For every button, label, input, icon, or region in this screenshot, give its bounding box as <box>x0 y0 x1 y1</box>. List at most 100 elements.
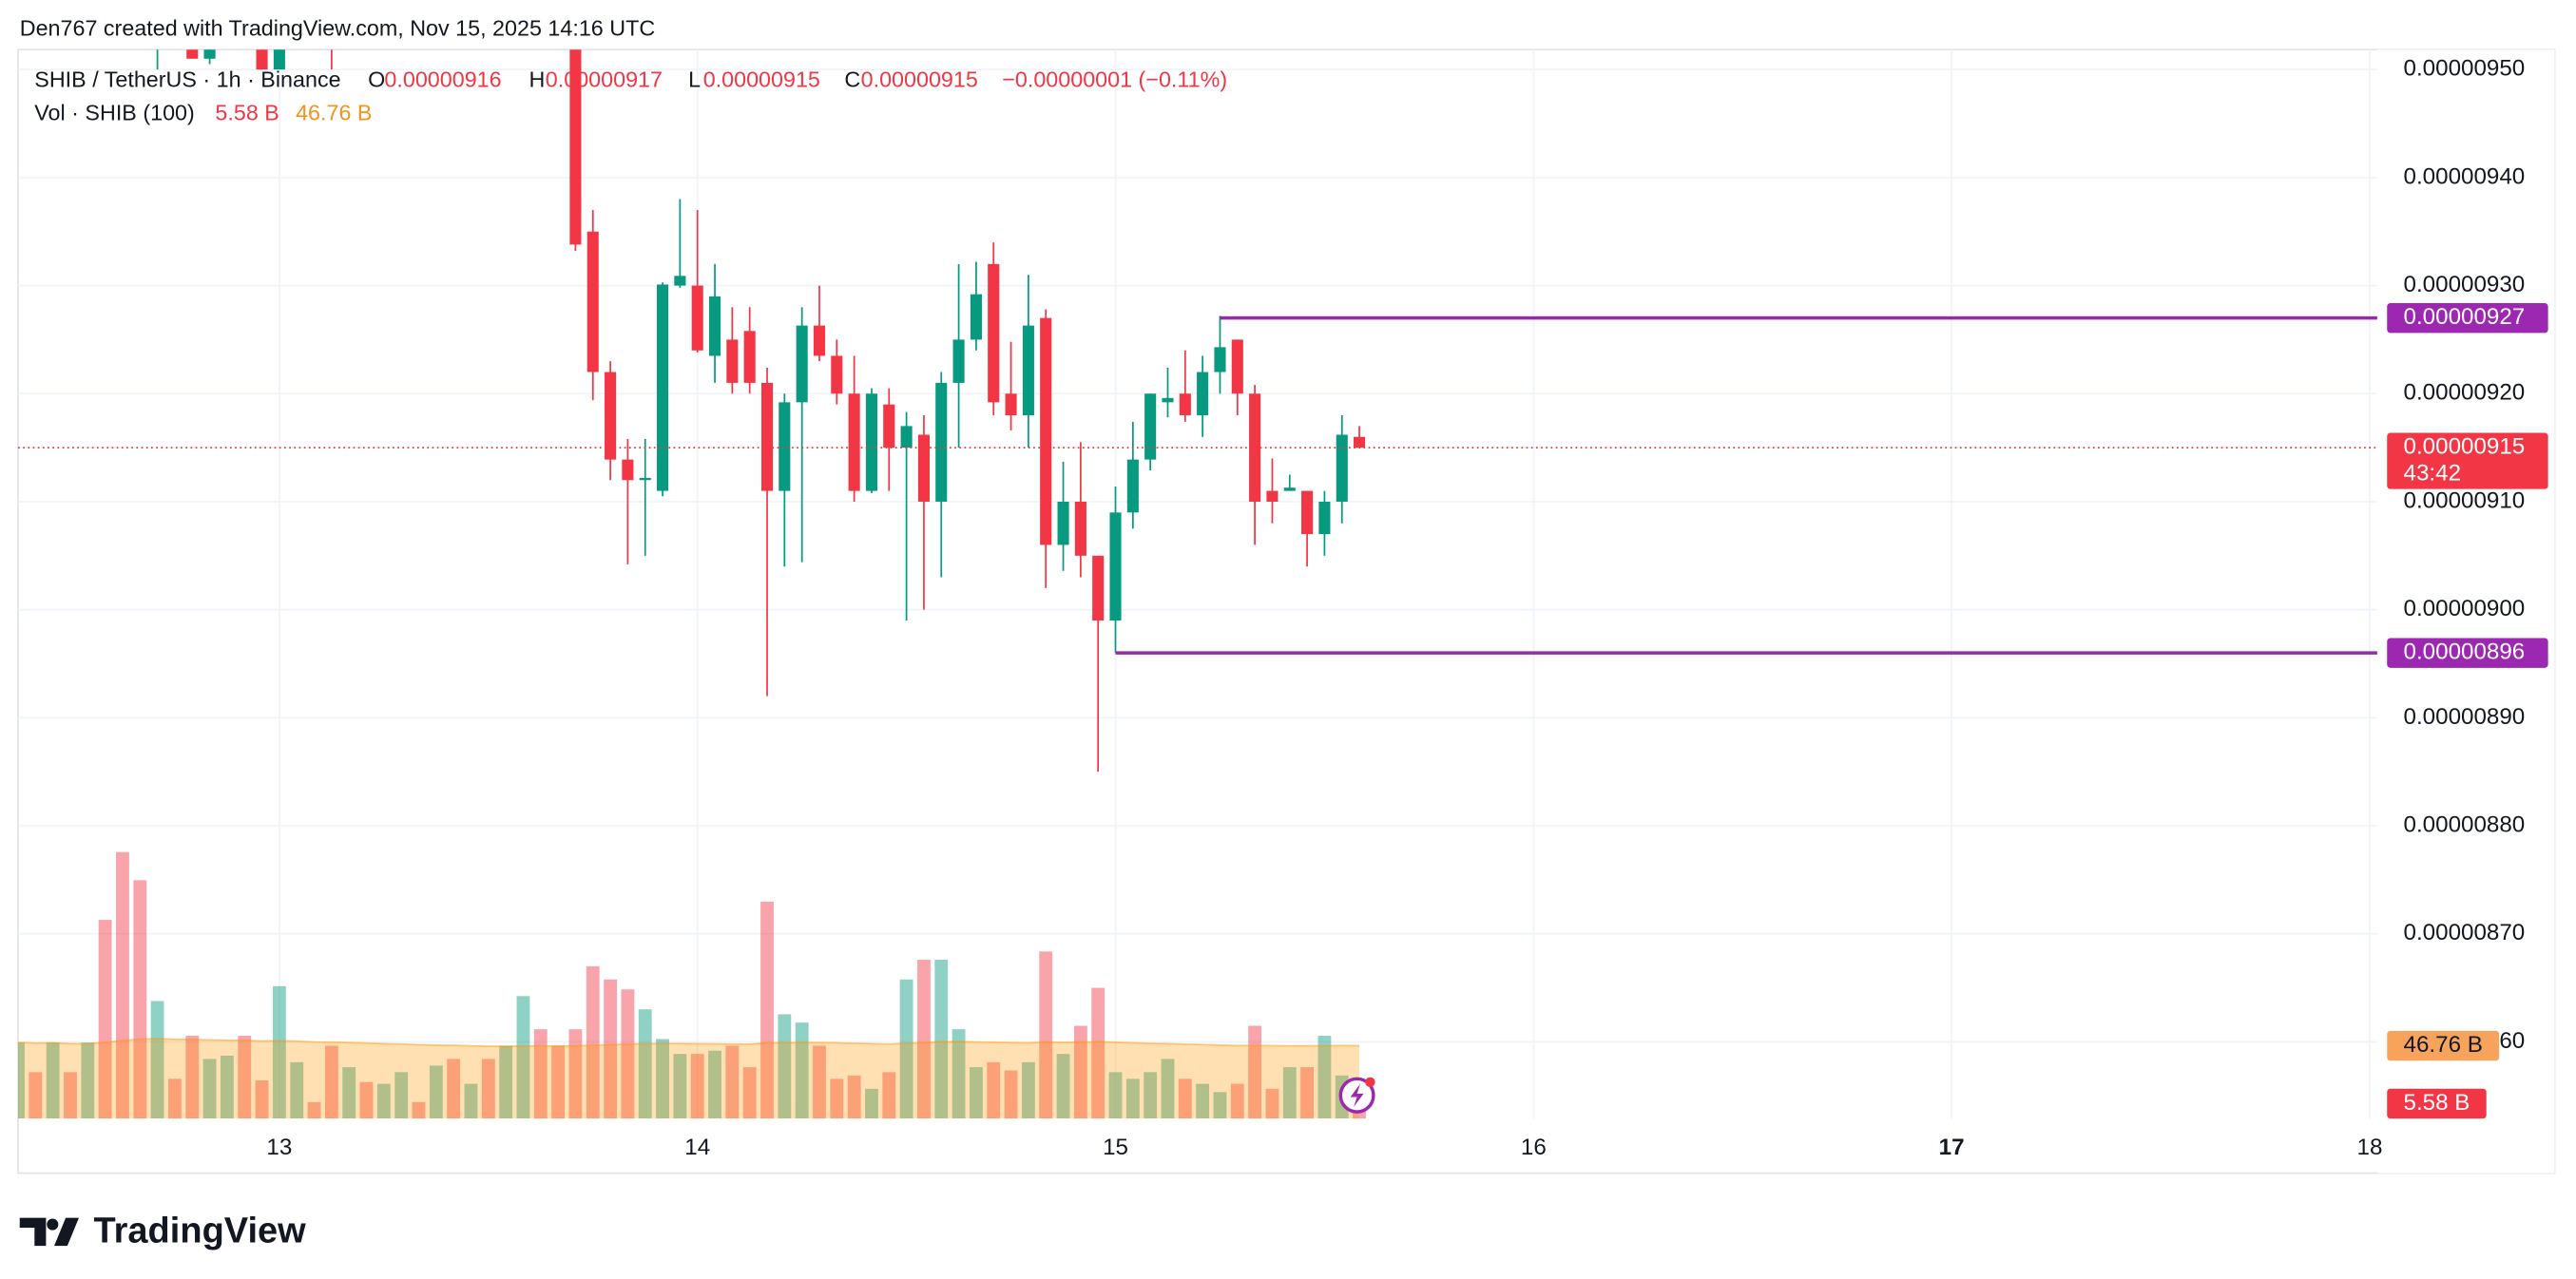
price-line-label-bg <box>2387 303 2548 334</box>
legend-change: −0.00000001 (−0.11%) <box>1002 67 1227 91</box>
volume-bar <box>1300 1067 1314 1119</box>
volume-ma-legend-value: 46.76 B <box>296 100 372 124</box>
volume-bar <box>847 1075 861 1119</box>
last-price-label: 0.00000915 <box>2404 433 2526 459</box>
candles <box>156 49 1366 773</box>
candle-body <box>1336 434 1348 502</box>
volume-bar <box>708 1050 721 1119</box>
volume-bar <box>342 1067 356 1119</box>
volume-axis-label: 5.58 B <box>2404 1090 2470 1116</box>
candle-body <box>1092 555 1105 621</box>
candle-body <box>1126 459 1139 513</box>
x-tick-label: 15 <box>1103 1135 1128 1160</box>
volume-bar <box>64 1072 77 1119</box>
legend: SHIB / TetherUS · 1h · Binance O 0.00000… <box>34 67 1227 124</box>
candle-body <box>1005 393 1017 416</box>
y-tick-label: 0.00000930 <box>2404 272 2526 297</box>
volume-bar <box>168 1079 182 1119</box>
candle-body <box>1144 393 1157 460</box>
volume-bar <box>290 1061 304 1119</box>
replay-icon[interactable] <box>1338 1077 1375 1114</box>
candle-body <box>865 393 878 491</box>
volume-ma-line <box>18 1038 1360 1048</box>
volume-bar <box>324 1045 338 1119</box>
candle-body <box>586 231 599 372</box>
legend-key: H <box>529 67 546 91</box>
candle-body <box>1354 436 1366 449</box>
volume-bar <box>917 959 931 1119</box>
volume-bar <box>638 1009 652 1119</box>
volume-bar <box>568 1029 583 1119</box>
candle-body <box>569 49 582 245</box>
candle-body <box>796 325 808 403</box>
candle-body <box>605 372 617 460</box>
volume-bar <box>516 996 530 1119</box>
candle-body <box>917 434 931 502</box>
x-tick-label: 14 <box>684 1135 710 1160</box>
footer-logo: TradingView <box>19 1210 306 1250</box>
candle-body <box>1318 501 1331 535</box>
candle-body <box>708 296 721 356</box>
volume-axis-label-bg <box>2387 1088 2487 1119</box>
volume-bar <box>830 1079 844 1119</box>
volume-bar <box>621 989 635 1119</box>
candle-body <box>1197 372 1209 416</box>
volume-bar <box>987 1061 1001 1119</box>
volume-bar <box>1282 1067 1297 1119</box>
candle-body <box>1057 501 1069 545</box>
volume-bar <box>238 1036 252 1119</box>
volume-bar <box>394 1072 409 1119</box>
x-tick-label: 18 <box>2357 1135 2383 1160</box>
candle-body <box>1040 317 1052 545</box>
candle-body <box>1283 487 1296 491</box>
volume-bar <box>98 920 112 1119</box>
volume-bar <box>813 1045 826 1119</box>
volume-bar <box>1091 987 1105 1119</box>
candle-body <box>970 294 982 340</box>
candle-body <box>657 284 669 491</box>
volume-pane <box>18 851 1366 1119</box>
volume-bar <box>533 1029 548 1119</box>
x-tick-label: 16 <box>1521 1135 1547 1160</box>
candle-body <box>848 393 860 491</box>
countdown: 43:42 <box>2404 460 2462 486</box>
y-tick-label: 0.00000870 <box>2404 920 2526 945</box>
logo-mark <box>19 1217 79 1247</box>
volume-bar <box>1056 1054 1070 1119</box>
volume-ma-area <box>18 1039 1360 1119</box>
candle-body <box>952 339 965 383</box>
candle-body <box>1022 325 1034 416</box>
volume-bar <box>865 1088 878 1119</box>
candle-body <box>256 49 268 70</box>
volume-bar <box>690 1054 704 1119</box>
volume-bar <box>1213 1092 1227 1119</box>
volume-bar <box>202 1059 217 1119</box>
volume-bar <box>1248 1025 1262 1119</box>
candle-body <box>691 285 703 351</box>
candle-body <box>203 49 216 59</box>
volume-bar <box>150 1001 164 1119</box>
candle-body <box>1162 397 1174 403</box>
x-tick-label: 17 <box>1939 1135 1965 1160</box>
legend-value: 0.00000916 <box>384 67 501 91</box>
legend-symbol: SHIB / TetherUS · 1h · Binance <box>34 67 340 91</box>
volume-bar <box>1021 1061 1035 1119</box>
candle-body <box>639 477 651 481</box>
volume-bar <box>604 979 618 1119</box>
volume-bar <box>1073 1025 1087 1119</box>
candle-body <box>1231 339 1243 394</box>
candle-body <box>273 49 285 70</box>
y-tick-label: 0.00000900 <box>2404 596 2526 621</box>
volume-bar <box>46 1042 60 1119</box>
y-tick-label: 0.00000910 <box>2404 487 2526 513</box>
volume-bar <box>795 1022 809 1119</box>
price-axis-bg <box>2376 49 2555 1174</box>
candle-body <box>743 331 756 383</box>
candle-body <box>831 355 843 394</box>
volume-bar <box>656 1039 669 1119</box>
volume-bar <box>1178 1079 1192 1119</box>
candle-body <box>1249 393 1261 502</box>
volume-bar <box>1317 1036 1332 1119</box>
last-price-label-bg <box>2387 432 2548 489</box>
candle-body <box>186 49 199 59</box>
